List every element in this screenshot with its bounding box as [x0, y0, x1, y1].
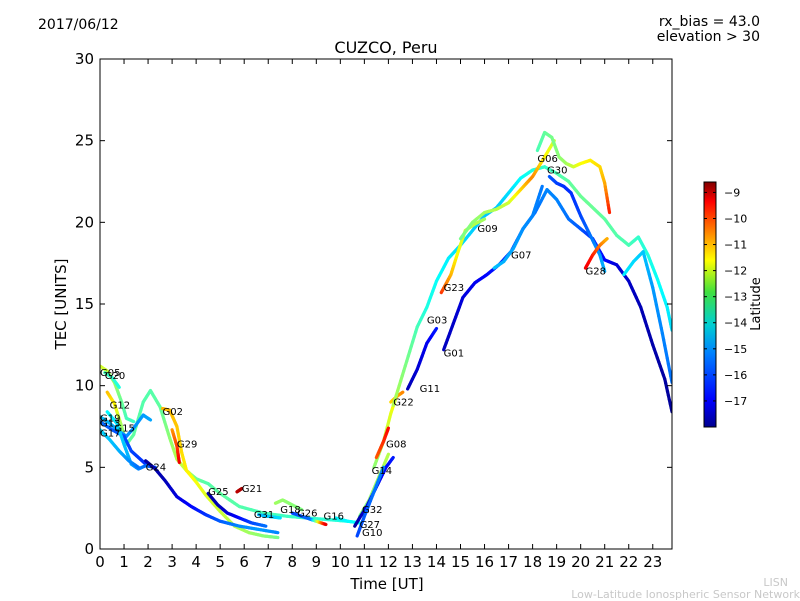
satellite-label: G24	[146, 463, 166, 474]
series-G11	[408, 329, 437, 389]
satellite-label: G03	[427, 316, 447, 327]
series-segment	[541, 186, 542, 190]
x-tick-label: 9	[312, 553, 322, 571]
satellite-label: G25	[208, 487, 228, 498]
colorbar: −9 −10 −11 −12 −13 −14 −15 −16 −17 Latitude	[704, 182, 764, 427]
x-tick-label: 16	[475, 553, 494, 571]
x-tick-label: 10	[331, 553, 350, 571]
colorbar-tick-label: −12	[724, 265, 747, 278]
satellite-label: G01	[444, 348, 464, 359]
colorbar-label: Latitude	[749, 277, 764, 331]
satellite-label: G26	[297, 508, 317, 519]
satellite-label: G31	[254, 510, 274, 521]
satellite-label: G16	[324, 512, 344, 523]
colorbar-tick-label: −10	[724, 212, 747, 225]
series-G12	[107, 391, 347, 522]
x-axis-label: Time [UT]	[349, 575, 423, 593]
series-G28-tail	[624, 252, 672, 383]
x-tick-label: 17	[499, 553, 518, 571]
satellite-label: G09	[477, 224, 497, 235]
series-segment	[483, 219, 484, 220]
y-tick-label: 15	[75, 295, 94, 313]
series-segment	[392, 458, 393, 459]
x-tick-label: 20	[571, 553, 590, 571]
y-tick-label: 20	[75, 213, 94, 231]
satellite-label: G32	[362, 505, 382, 516]
y-tick-label: 25	[75, 132, 94, 150]
x-tick-label: 8	[287, 553, 297, 571]
colorbar-tick-label: −13	[724, 291, 747, 304]
satellite-label: G21	[242, 484, 262, 495]
series-segment	[137, 467, 138, 468]
x-tick-label: 13	[403, 553, 422, 571]
colorbar-tick-label: −14	[724, 317, 747, 330]
y-tick-label: 0	[84, 540, 94, 558]
colorbar-tick-label: −11	[724, 239, 747, 252]
satellite-label: G07	[511, 250, 531, 261]
x-tick-label: 15	[451, 553, 470, 571]
x-tick-label: 6	[239, 553, 249, 571]
y-axis-label: TEC [UNITS]	[52, 259, 70, 351]
colorbar-tick-label: −16	[724, 369, 747, 382]
x-tick-label: 14	[427, 553, 446, 571]
colorbar-tick-label: −9	[724, 186, 740, 199]
x-tick-label: 5	[215, 553, 225, 571]
series-segment	[150, 419, 151, 420]
satellite-label: G30	[547, 165, 567, 176]
x-tick-label: 3	[167, 553, 177, 571]
satellite-label: G08	[386, 440, 406, 451]
satellite-label: G22	[393, 397, 413, 408]
x-tick-label: 4	[191, 553, 201, 571]
series-segment	[388, 428, 389, 430]
x-tick-label: 7	[263, 553, 273, 571]
satellite-label: G29	[177, 440, 197, 451]
satellite-label: G02	[162, 407, 182, 418]
x-tick-label: 12	[379, 553, 398, 571]
colorbar-tick-label: −15	[724, 343, 747, 356]
satellite-label: G10	[362, 528, 382, 539]
x-tick-label: 0	[95, 553, 105, 571]
satellite-label: G20	[105, 371, 125, 382]
satellite-label: G23	[444, 283, 464, 294]
series-segment	[609, 209, 610, 213]
y-tick-label: 10	[75, 377, 94, 395]
y-tick-label: 5	[84, 458, 94, 476]
series-segment	[387, 454, 388, 457]
footer-network: Low-Latitude Ionospheric Sensor Network	[571, 588, 800, 601]
series-segment	[606, 239, 607, 240]
satellite-label: G11	[420, 384, 440, 395]
satellite-label: G06	[537, 154, 557, 165]
series-segment	[435, 329, 436, 331]
x-tick-label: 19	[547, 553, 566, 571]
satellite-label: G14	[372, 466, 392, 477]
x-tick-label: 1	[119, 553, 129, 571]
satellite-label: G28	[585, 267, 605, 278]
x-tick-label: 21	[595, 553, 614, 571]
series-segment	[118, 386, 119, 387]
x-tick-label: 23	[643, 553, 662, 571]
y-tick-label: 30	[75, 50, 94, 68]
satellite-label: G12	[110, 401, 130, 412]
colorbar-tick-label: −17	[724, 395, 747, 408]
x-tick-label: 18	[523, 553, 542, 571]
x-tick-label: 11	[355, 553, 374, 571]
x-tick-label: 22	[619, 553, 638, 571]
x-tick-label: 2	[143, 553, 153, 571]
satellite-label: G17	[100, 428, 120, 439]
